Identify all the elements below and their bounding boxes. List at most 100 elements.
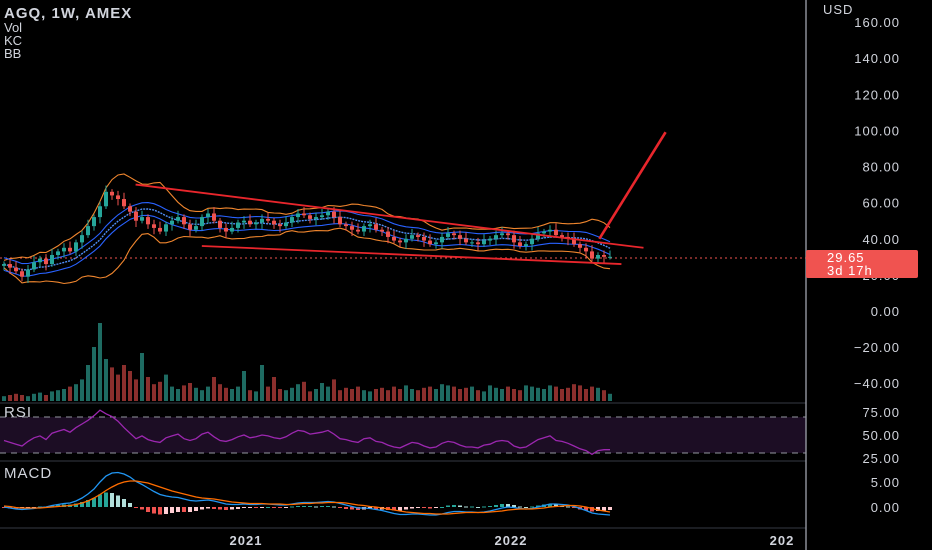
candle-body[interactable] (518, 242, 522, 246)
candle-body[interactable] (176, 217, 180, 221)
candle-body[interactable] (392, 236, 396, 241)
candle-body[interactable] (284, 222, 288, 227)
candle-body[interactable] (104, 191, 108, 207)
candle-body[interactable] (86, 226, 90, 236)
candle-body[interactable] (596, 255, 600, 259)
candle-body[interactable] (332, 211, 336, 218)
candle-body[interactable] (254, 222, 258, 225)
candle-body[interactable] (398, 240, 402, 243)
trendline[interactable] (201, 245, 622, 265)
candle-body[interactable] (410, 235, 414, 239)
candle-body[interactable] (164, 224, 168, 232)
candle-body[interactable] (248, 220, 252, 225)
candle-body[interactable] (512, 235, 516, 243)
candle-body[interactable] (428, 240, 432, 245)
candle-body[interactable] (230, 227, 234, 232)
candle-body[interactable] (194, 226, 198, 230)
candle-body[interactable] (140, 217, 144, 221)
indicator-kc[interactable]: KC (4, 33, 22, 48)
candle-body[interactable] (110, 191, 114, 196)
candle-body[interactable] (362, 226, 366, 232)
candle-body[interactable] (212, 213, 216, 221)
macd-pane-label[interactable]: MACD (4, 465, 52, 482)
candle-body[interactable] (422, 236, 426, 241)
candle-body[interactable] (116, 195, 120, 200)
candle-body[interactable] (188, 224, 192, 230)
candle-body[interactable] (80, 235, 84, 243)
candle-body[interactable] (182, 217, 186, 225)
candle-body[interactable] (584, 247, 588, 252)
candle-body[interactable] (458, 235, 462, 239)
candle-body[interactable] (434, 242, 438, 245)
candle-body[interactable] (440, 236, 444, 243)
candle-body[interactable] (206, 213, 210, 218)
candle-body[interactable] (44, 258, 48, 265)
candle-body[interactable] (68, 247, 72, 252)
candle-body[interactable] (338, 217, 342, 225)
indicator-bb[interactable]: BB (4, 46, 21, 61)
candle-body[interactable] (308, 215, 312, 219)
candle-body[interactable] (494, 235, 498, 239)
candle-body[interactable] (266, 218, 270, 221)
candle-body[interactable] (296, 213, 300, 218)
candle-body[interactable] (608, 256, 612, 258)
candle-body[interactable] (20, 271, 24, 277)
candle-body[interactable] (368, 224, 372, 227)
candle-body[interactable] (170, 220, 174, 225)
candle-body[interactable] (488, 238, 492, 241)
candle-body[interactable] (416, 235, 420, 237)
candle-body[interactable] (380, 229, 384, 232)
candle-body[interactable] (242, 220, 246, 223)
candle-body[interactable] (74, 242, 78, 252)
candle-body[interactable] (572, 238, 576, 245)
candle-body[interactable] (548, 229, 552, 232)
candle-body[interactable] (290, 217, 294, 223)
candle-body[interactable] (374, 224, 378, 230)
candle-body[interactable] (32, 262, 36, 270)
candle-body[interactable] (482, 240, 486, 245)
candle-body[interactable] (326, 211, 330, 216)
candle-body[interactable] (14, 267, 18, 272)
candle-body[interactable] (260, 218, 264, 223)
candle-body[interactable] (302, 213, 306, 216)
trendline[interactable] (135, 183, 644, 249)
candle-body[interactable] (500, 233, 504, 236)
candle-body[interactable] (530, 238, 534, 245)
candle-body[interactable] (98, 206, 102, 218)
candle-body[interactable] (314, 217, 318, 219)
candle-body[interactable] (470, 242, 474, 244)
candle-body[interactable] (224, 227, 228, 232)
symbol-title[interactable]: AGQ, 1W, AMEX (4, 5, 132, 22)
candle-body[interactable] (158, 227, 162, 232)
candle-body[interactable] (320, 215, 324, 218)
candle-body[interactable] (236, 222, 240, 228)
candle-body[interactable] (134, 211, 138, 221)
candle-body[interactable] (122, 199, 126, 207)
candle-body[interactable] (578, 244, 582, 248)
candle-body[interactable] (590, 251, 594, 259)
rsi-pane-label[interactable]: RSI (4, 404, 32, 421)
candle-body[interactable] (278, 224, 282, 227)
candle-body[interactable] (92, 217, 96, 227)
candle-body[interactable] (542, 231, 546, 234)
candle-body[interactable] (50, 255, 54, 265)
candle-body[interactable] (350, 226, 354, 230)
candle-body[interactable] (356, 229, 360, 232)
indicator-vol[interactable]: Vol (4, 20, 22, 35)
trendline[interactable] (598, 131, 667, 240)
candle-body[interactable] (524, 244, 528, 246)
candle-body[interactable] (200, 217, 204, 227)
candle-body[interactable] (344, 224, 348, 227)
candle-body[interactable] (404, 238, 408, 243)
candle-body[interactable] (536, 233, 540, 239)
candle-body[interactable] (272, 220, 276, 225)
candle-body[interactable] (56, 251, 60, 256)
candle-body[interactable] (62, 247, 66, 252)
candle-body[interactable] (560, 235, 564, 237)
candle-body[interactable] (2, 264, 6, 266)
candle-body[interactable] (146, 217, 150, 225)
candle-body[interactable] (602, 255, 606, 257)
candle-body[interactable] (446, 233, 450, 237)
candle-body[interactable] (452, 233, 456, 236)
